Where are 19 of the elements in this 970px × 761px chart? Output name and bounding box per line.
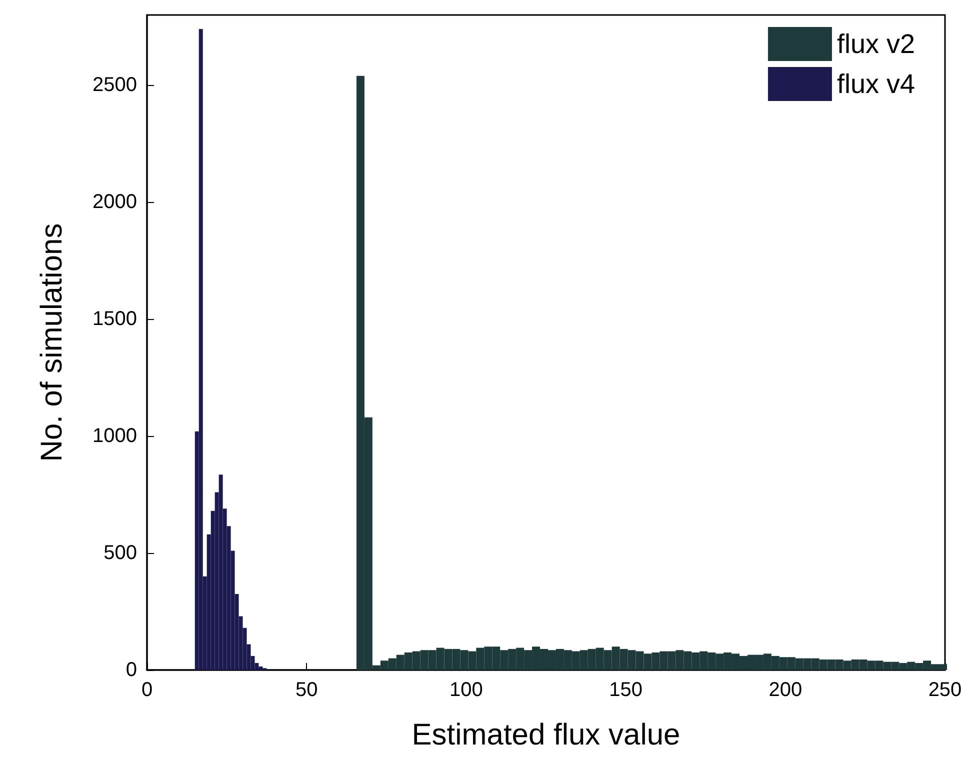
x-tick-label: 250	[928, 679, 962, 701]
y-tick-label: 1500	[92, 308, 137, 330]
x-tick-label: 200	[768, 679, 802, 701]
y-tick-label: 0	[126, 659, 137, 681]
bar	[258, 666, 263, 670]
x-tick-label: 100	[450, 679, 483, 701]
legend-label: flux v2	[836, 29, 916, 59]
y-tick-label: 2500	[92, 74, 137, 96]
y-tick-label: 1000	[92, 425, 137, 448]
y-tick-label: 500	[104, 542, 137, 564]
x-tick-label: 50	[295, 679, 318, 701]
bar	[198, 29, 203, 670]
y-axis-title: No. of simulations	[36, 223, 68, 462]
y-tick-label: 2000	[92, 191, 137, 214]
x-tick-label: 150	[609, 679, 642, 701]
x-axis-title: Estimated flux value	[412, 718, 680, 752]
x-tick-label: 0	[141, 679, 153, 701]
legend-label: flux v4	[836, 69, 916, 99]
bar	[218, 474, 223, 670]
